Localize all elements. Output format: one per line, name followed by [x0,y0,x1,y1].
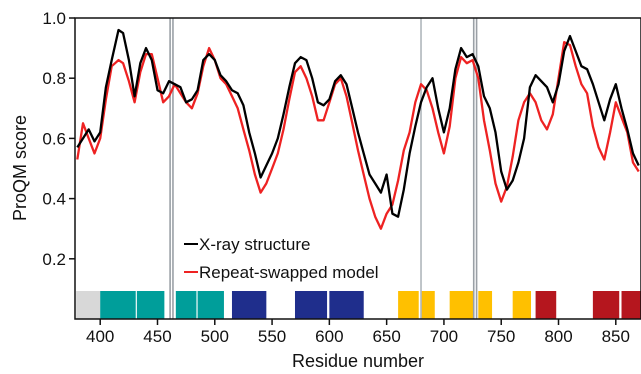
segment-block [449,291,474,319]
segment-block [421,291,435,319]
y-axis-ticks: 0.2 0.4 0.6 0.8 1.0 [42,9,75,269]
x-tick-label: 450 [143,327,171,346]
x-tick-label: 500 [201,327,229,346]
segment-block [329,291,364,319]
segment-block [175,291,197,319]
segment-block [136,291,165,319]
x-axis-label: Residue number [292,351,424,371]
x-tick-label: 400 [86,327,114,346]
vertical-markers [169,18,478,319]
series-line-xray [76,28,640,218]
x-tick-label: 700 [430,327,458,346]
plot-frame [74,17,641,320]
y-tick-label: 0.2 [42,250,66,269]
x-tick-label: 650 [372,327,400,346]
x-tick-label: 550 [258,327,286,346]
x-tick-label: 600 [315,327,343,346]
segment-block [231,291,267,319]
x-tick-label: 850 [602,327,630,346]
x-tick-label: 800 [544,327,572,346]
domain-segment-bar [76,291,641,319]
segment-block [100,291,136,319]
y-axis-label: ProQM score [10,115,30,221]
legend: X-ray structure Repeat-swapped model [184,235,379,282]
x-tick-label: 750 [487,327,515,346]
y-tick-label: 1.0 [42,9,66,28]
legend-label-model: Repeat-swapped model [199,263,379,282]
y-tick-label: 0.4 [42,190,66,209]
segment-block [294,291,328,319]
series-line-model [76,40,640,230]
segment-block [197,291,224,319]
segment-block [76,291,101,319]
y-tick-label: 0.6 [42,129,66,148]
legend-label-xray: X-ray structure [199,235,310,254]
segment-block [398,291,419,319]
segment-block [512,291,532,319]
series-lines [76,28,640,230]
y-tick-label: 0.8 [42,69,66,88]
segment-block [478,291,493,319]
segment-block [535,291,557,319]
segment-block [621,291,641,319]
segment-block [592,291,620,319]
x-axis-ticks: 400 450 500 550 600 650 700 750 800 850 [86,319,630,346]
